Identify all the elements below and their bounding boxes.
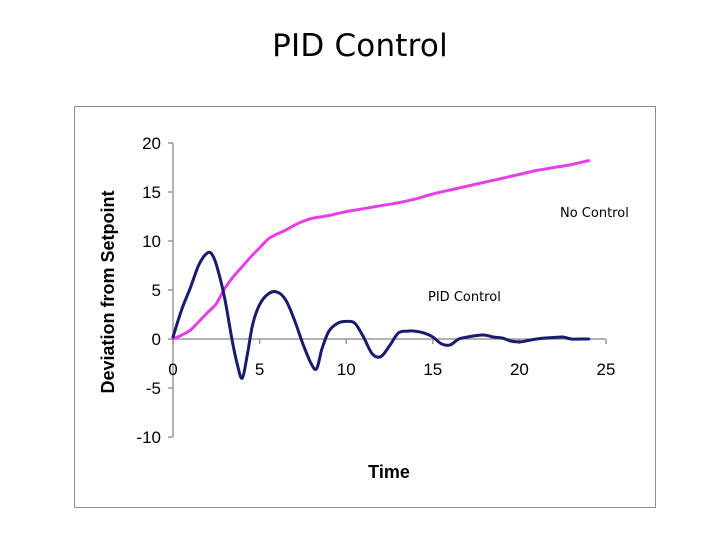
- y-tick-label: -10: [136, 428, 161, 447]
- x-tick-label: 25: [597, 360, 616, 379]
- y-tick-label: 10: [142, 232, 161, 251]
- chart-axes: [172, 143, 606, 437]
- series-line-pid-control: [171, 250, 591, 380]
- chart-frame: [74, 106, 656, 508]
- annotation-pid-control: PID Control: [428, 290, 501, 305]
- y-axis-title: Deviation from Setpoint: [98, 190, 118, 393]
- y-tick-label: 0: [152, 330, 161, 349]
- x-tick-label: 5: [255, 360, 264, 379]
- y-tick-label: 5: [152, 281, 161, 300]
- y-tick-label: 20: [142, 134, 161, 153]
- slide-title: PID Control: [272, 28, 448, 64]
- x-tick-label: 10: [337, 360, 356, 379]
- y-tick-label: -5: [146, 379, 161, 398]
- annotation-no-control: No Control: [560, 206, 629, 221]
- x-axis-title: Time: [368, 462, 410, 482]
- y-tick-label: 15: [142, 183, 161, 202]
- series-line-no-control: [171, 159, 591, 341]
- x-tick-label: 0: [168, 360, 177, 379]
- x-tick-label: 20: [510, 360, 529, 379]
- x-tick-label: 15: [423, 360, 442, 379]
